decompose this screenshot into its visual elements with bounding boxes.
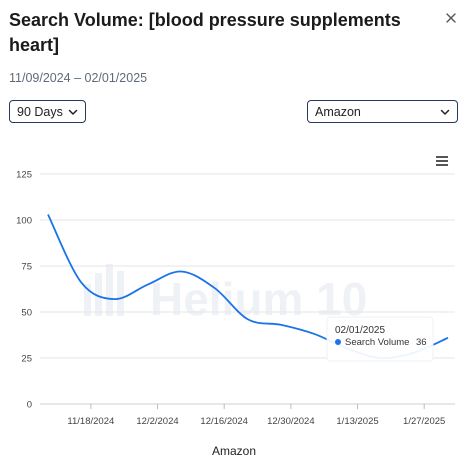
x-tick-label: 12/30/2024 — [267, 416, 315, 427]
y-tick-label: 50 — [21, 308, 32, 319]
y-tick-label: 0 — [27, 400, 32, 411]
y-tick-label: 25 — [21, 354, 32, 365]
marketplace-dropdown-value: Amazon — [315, 104, 361, 119]
watermark-logo-bar — [84, 284, 91, 316]
x-tick-label: 12/16/2024 — [200, 416, 248, 427]
chart-title: Search Volume: [blood pressure supplemen… — [9, 10, 401, 55]
chart-area: Helium 10 0 25 50 75 100 125 11/18/2024 12/2/2… — [0, 145, 467, 465]
tooltip-date: 02/01/2025 — [335, 325, 385, 336]
watermark-logo-bar — [117, 271, 124, 316]
days-dropdown-value: 90 Days — [17, 104, 63, 119]
close-icon — [446, 13, 456, 23]
y-tick-label: 100 — [16, 216, 32, 227]
tooltip-series-marker — [335, 339, 341, 345]
x-tick-label: 11/18/2024 — [67, 416, 114, 427]
hamburger-menu-icon — [436, 156, 448, 166]
x-tick-label: 1/27/2025 — [403, 416, 445, 427]
line-chart: Helium 10 0 25 50 75 100 125 11/18/2024 12/2/2… — [16, 155, 455, 458]
marketplace-dropdown[interactable]: Amazon — [307, 100, 458, 123]
x-axis-label: Amazon — [212, 444, 256, 458]
tooltip-value: 36 — [416, 337, 427, 348]
chart-menu-button[interactable] — [435, 155, 449, 166]
tooltip-series-name: Search Volume — [345, 337, 409, 348]
x-tick-label: 1/13/2025 — [336, 416, 378, 427]
x-tick-label: 12/2/2024 — [136, 416, 178, 427]
tooltip: 02/01/2025 Search Volume 36 — [326, 316, 434, 362]
days-dropdown[interactable]: 90 Days — [9, 100, 86, 123]
chevron-down-icon — [68, 109, 78, 115]
chevron-down-icon — [440, 109, 450, 115]
y-tick-label: 125 — [16, 170, 32, 181]
tooltip-box — [326, 316, 434, 362]
date-range: 11/09/2024 – 02/01/2025 — [9, 71, 148, 85]
watermark-logo-bar — [106, 264, 113, 316]
watermark-text: Helium 10 — [150, 273, 367, 325]
close-button[interactable] — [443, 10, 459, 26]
watermark-logo-bar — [95, 273, 102, 316]
y-tick-label: 75 — [21, 262, 32, 273]
watermark: Helium 10 — [84, 264, 367, 325]
